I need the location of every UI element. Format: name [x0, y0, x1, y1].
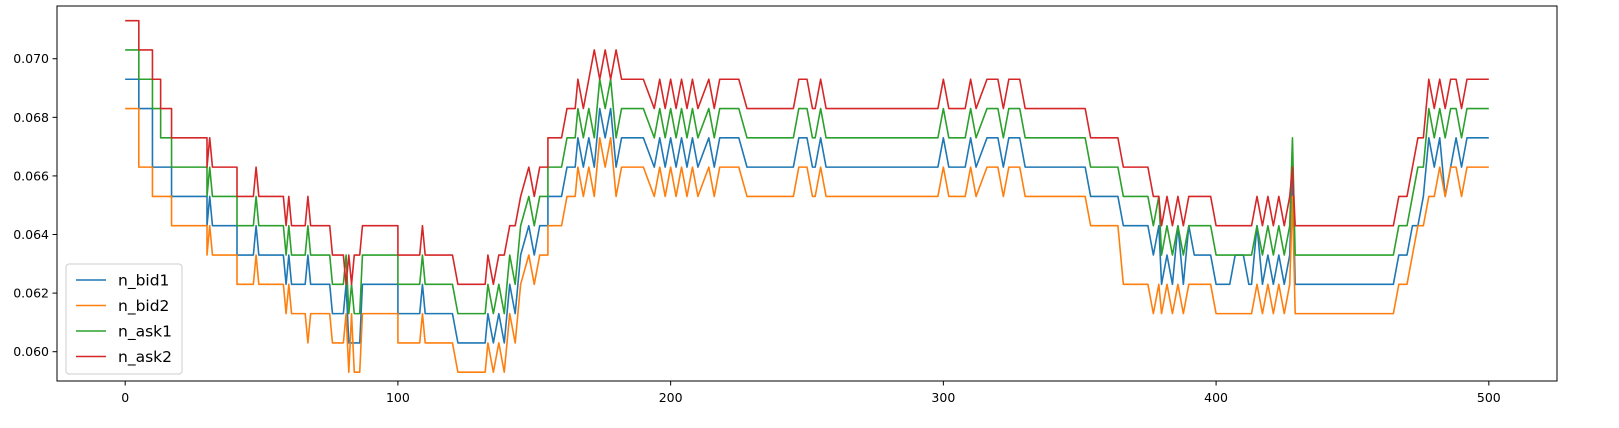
y-tick-label: 0.066	[13, 168, 49, 183]
y-tick-label: 0.060	[13, 344, 49, 359]
y-tick-label: 0.068	[13, 110, 49, 125]
series-line-n_bid1	[125, 78, 1489, 344]
x-tick-label: 300	[931, 390, 955, 405]
legend-label-n_ask2: n_ask2	[118, 348, 172, 367]
plot-area-frame	[56, 5, 1558, 382]
legend: n_bid1 n_bid2 n_ask1 n_ask2	[65, 263, 183, 375]
series-line-n_bid2	[125, 107, 1489, 374]
x-tick-label: 200	[659, 390, 683, 405]
x-tick-label: 100	[386, 390, 410, 405]
series-layer	[125, 19, 1489, 374]
y-axis: 0.060 0.062 0.064 0.066 0.068 0.070	[13, 51, 57, 359]
legend-label-n_ask1: n_ask1	[118, 323, 172, 342]
y-tick-label: 0.064	[13, 227, 49, 242]
legend-label-n_bid2: n_bid2	[118, 297, 169, 316]
legend-label-n_bid1: n_bid1	[118, 272, 169, 291]
legend-box	[65, 263, 183, 375]
series-line-n_ask1	[125, 49, 1489, 315]
y-tick-label: 0.070	[13, 51, 49, 66]
y-tick-label: 0.062	[13, 286, 49, 301]
x-tick-label: 400	[1204, 390, 1228, 405]
x-tick-label: 0	[121, 390, 129, 405]
x-tick-label: 500	[1477, 390, 1501, 405]
x-axis: 0 100 200 300 400 500	[121, 381, 1501, 405]
series-line-n_ask2	[125, 19, 1489, 286]
